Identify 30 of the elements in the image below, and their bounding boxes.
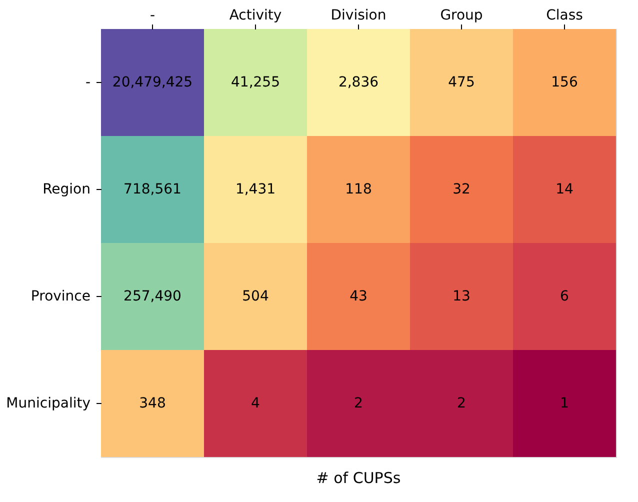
data-label: 1,431 (235, 182, 276, 198)
x-axis-title: # of CUPSs (316, 469, 401, 487)
data-label: 118 (345, 182, 372, 198)
data-label: 156 (551, 74, 578, 90)
data-label: 6 (560, 288, 570, 304)
x-tick-label: Activity (229, 8, 282, 24)
data-label: 2 (354, 396, 363, 412)
data-label: 475 (448, 74, 475, 90)
data-label: 504 (242, 288, 269, 304)
x-tick-label: Division (330, 8, 386, 24)
data-label: 2,836 (338, 74, 379, 90)
x-tick-label: - (150, 8, 156, 24)
x-tick-label: Class (546, 8, 583, 24)
data-label: 257,490 (124, 288, 182, 304)
data-label: 20,479,425 (112, 74, 193, 90)
data-label: 41,255 (231, 74, 280, 90)
data-label: 348 (139, 396, 166, 412)
y-tick-label: Region (42, 182, 90, 198)
data-label: 4 (251, 396, 260, 412)
y-tick-label: Municipality (6, 396, 90, 412)
data-label: 1 (560, 396, 569, 412)
data-label: 32 (452, 182, 470, 198)
data-label: 14 (556, 182, 574, 198)
data-label: 13 (452, 288, 470, 304)
data-label: 2 (457, 396, 466, 412)
y-tick-label: - (85, 74, 90, 90)
y-tick-label: Province (30, 288, 90, 304)
data-label: 43 (350, 288, 368, 304)
data-label: 718,561 (124, 182, 182, 198)
x-tick-label: Group (440, 8, 483, 24)
